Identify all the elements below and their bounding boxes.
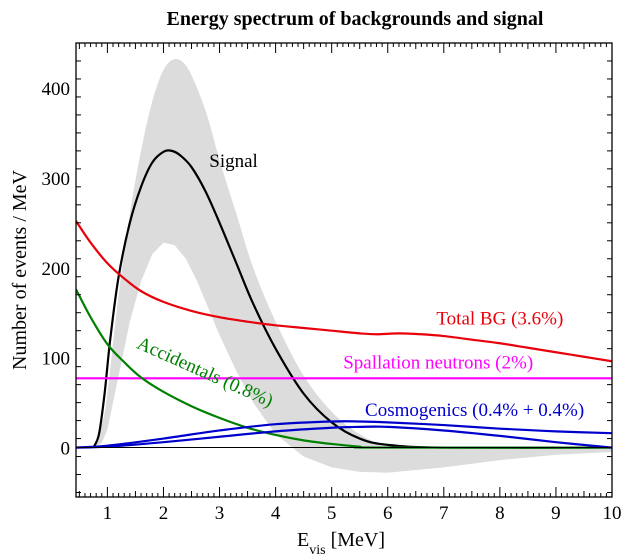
series-label-signal: Signal [209,151,258,172]
x-tick-label: 7 [439,503,449,524]
y-tick-label: 400 [42,79,71,100]
chart-title: Energy spectrum of backgrounds and signa… [167,8,544,30]
series-line-cosmogenics-component [76,425,612,449]
x-axis-label-sub: vis [309,543,325,554]
series-label-cosmogenics-0-4-0-4: Cosmogenics (0.4% + 0.4%) [365,400,584,421]
y-tick-label: 0 [61,439,71,460]
y-tick-label: 300 [42,169,71,190]
x-tick-label: 8 [495,503,505,524]
series-label-spallation-neutrons-2: Spallation neutrons (2%) [343,352,533,373]
plot-frame [75,42,613,498]
x-tick-label: 6 [383,503,393,524]
x-tick-label: 5 [327,503,337,524]
x-tick-label: 1 [103,503,113,524]
x-tick-label: 2 [159,503,169,524]
x-tick-label: 10 [603,503,622,524]
signal-uncertainty-band [93,59,612,473]
x-axis-label: Evis [MeV] [297,529,385,554]
series-line-cosmogenics-0-4-0-4 [76,420,612,449]
y-axis-label: Number of events / MeV [9,169,31,370]
x-tick-label: 3 [215,503,225,524]
x-tick-label: 9 [551,503,561,524]
x-axis-label-unit: [MeV] [326,529,385,551]
y-tick-label: 100 [42,349,71,370]
x-tick-label: 4 [271,503,281,524]
x-axis-label-main: E [297,529,309,551]
series-line-total-bg-3-6 [76,220,612,363]
series-label-total-bg-3-6: Total BG (3.6%) [436,308,563,329]
series-line-signal [92,149,612,449]
y-tick-label: 200 [42,259,71,280]
